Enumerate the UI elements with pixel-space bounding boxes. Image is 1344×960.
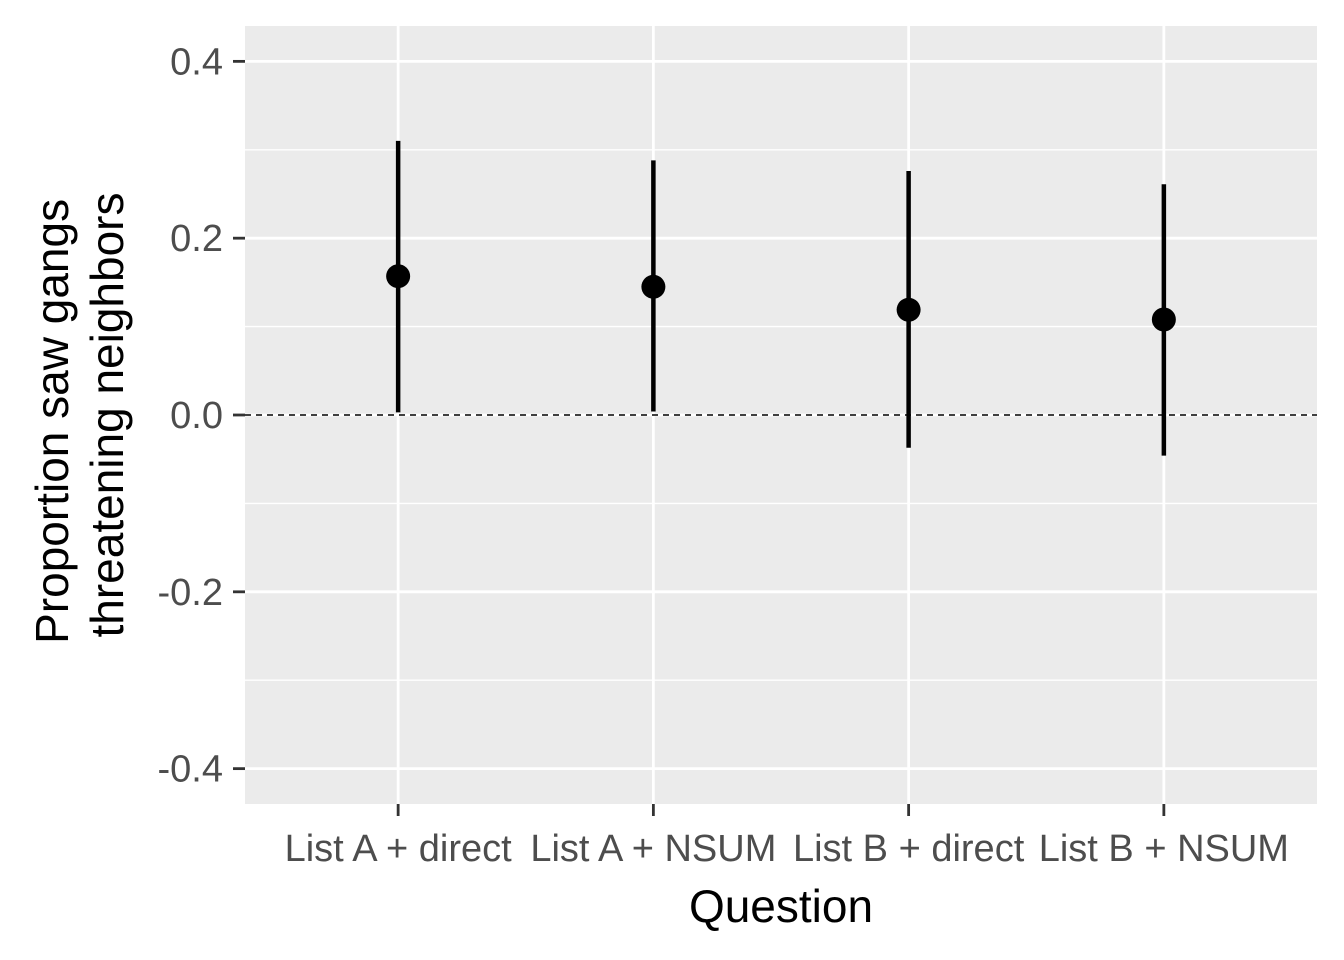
y-tick-label: 0.4: [170, 41, 223, 83]
x-tick-label: List A + direct: [285, 828, 513, 870]
minor-gridlines: [245, 149, 1317, 681]
y-axis-title: Proportion saw gangs threatening neighbo…: [26, 186, 133, 644]
y-axis-title-line-2: threatening neighbors: [81, 193, 133, 638]
x-tick-label: List A + NSUM: [530, 828, 776, 870]
x-tick-label: List B + NSUM: [1039, 828, 1289, 870]
point-estimate: [641, 274, 666, 299]
point-estimate: [896, 297, 921, 322]
point-ranges: [386, 140, 1176, 456]
x-axis: List A + direct List A + NSUM List B + dir…: [285, 804, 1289, 870]
point-estimate: [386, 264, 411, 289]
y-tick-label: -0.4: [158, 749, 223, 791]
y-axis: -0.4 -0.2 0.0 0.2 0.4: [158, 41, 245, 791]
y-tick-label: -0.2: [158, 572, 223, 614]
point-estimate: [1151, 307, 1176, 332]
y-tick-label: 0.2: [170, 218, 223, 260]
x-axis-title: Question: [689, 880, 873, 932]
y-tick-label: 0.0: [170, 395, 223, 437]
y-axis-title-line-1: Proportion saw gangs: [26, 199, 78, 644]
x-tick-label: List B + direct: [793, 828, 1025, 870]
